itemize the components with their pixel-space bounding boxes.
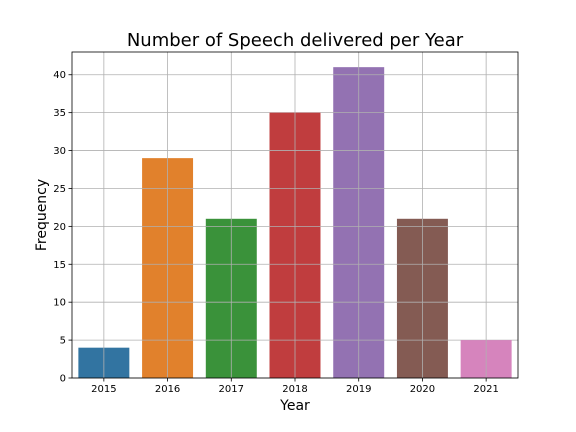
x-tick-label: 2021 xyxy=(473,384,498,395)
x-tick-label: 2019 xyxy=(346,384,371,395)
x-tick-label: 2017 xyxy=(219,384,244,395)
x-axis-label: Year xyxy=(279,398,310,414)
y-tick-label: 35 xyxy=(53,108,66,119)
y-axis-label: Frequency xyxy=(34,179,50,251)
y-tick-label: 15 xyxy=(53,260,66,271)
x-tick-label: 2018 xyxy=(282,384,307,395)
y-tick-label: 25 xyxy=(53,184,66,195)
chart-title: Number of Speech delivered per Year xyxy=(127,30,464,51)
y-tick-label: 30 xyxy=(53,146,66,157)
y-tick-label: 40 xyxy=(53,70,66,81)
x-tick-label: 2020 xyxy=(410,384,435,395)
y-tick-label: 5 xyxy=(60,336,66,347)
bars xyxy=(78,67,512,379)
x-tick-label: 2016 xyxy=(155,384,180,395)
x-tick-label: 2015 xyxy=(91,384,116,395)
y-tick-label: 20 xyxy=(53,222,66,233)
x-axis-ticks: 2015 2016 2017 2018 2019 2020 2021 xyxy=(91,378,499,395)
y-axis-ticks: 0 5 10 15 20 25 30 35 40 xyxy=(53,70,72,385)
y-tick-label: 0 xyxy=(60,374,66,385)
y-tick-label: 10 xyxy=(53,298,66,309)
